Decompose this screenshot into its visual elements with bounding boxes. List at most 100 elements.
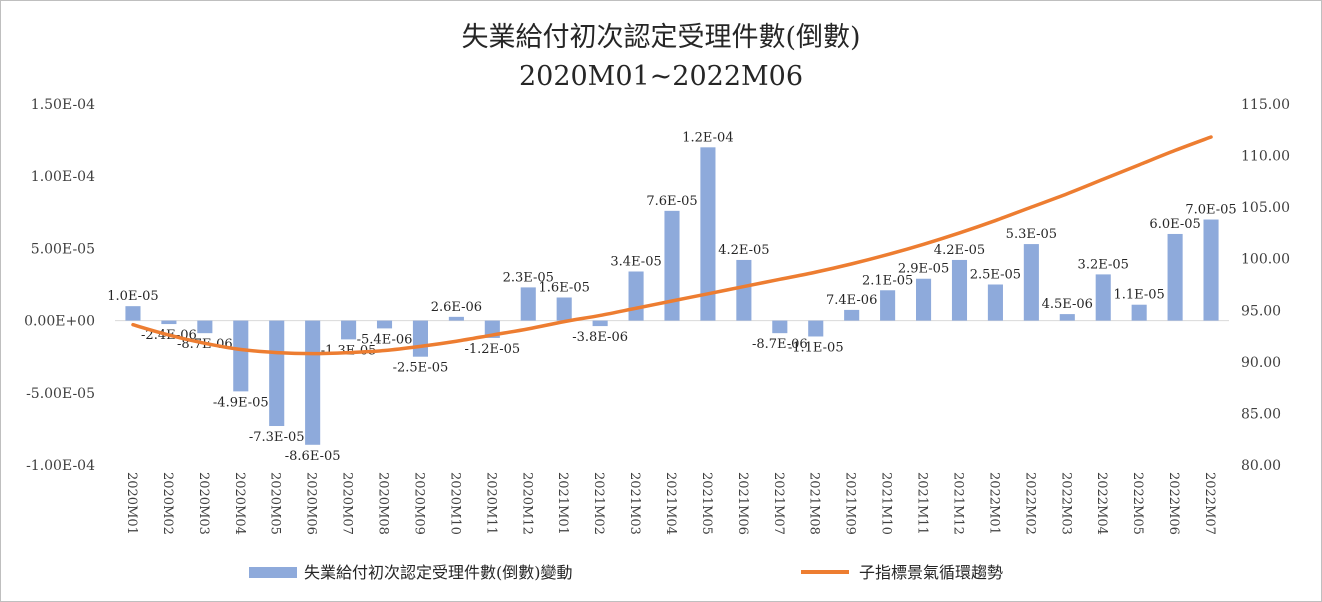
x-tick-label: 2021M03: [627, 472, 642, 535]
bar-data-label: 6.0E-05: [1149, 217, 1200, 232]
bar-data-label: 4.2E-05: [934, 243, 985, 258]
x-tick-label: 2022M01: [986, 472, 1001, 535]
bar: [412, 320, 428, 357]
bar: [520, 287, 536, 321]
bar-data-label: -7.3E-05: [249, 430, 305, 445]
bar-data-label: -4.9E-05: [213, 395, 269, 410]
right-tick-label: 115.00: [1241, 97, 1290, 113]
bar-data-label: 7.0E-05: [1185, 203, 1236, 218]
bar-data-label: -5.4E-06: [357, 332, 413, 347]
x-tick-label: 2020M06: [304, 472, 319, 535]
x-tick-label: 2021M08: [807, 472, 822, 535]
x-tick-label: 2021M05: [699, 472, 714, 535]
bar: [592, 320, 608, 327]
bar-data-label: 2.5E-05: [970, 268, 1021, 283]
right-tick-label: 110.00: [1241, 149, 1290, 165]
x-tick-label: 2021M01: [555, 472, 570, 535]
bar: [628, 271, 644, 321]
bar-data-label: 4.5E-06: [1042, 297, 1093, 312]
x-tick-label: 2022M02: [1022, 472, 1037, 535]
x-tick-label: 2022M05: [1130, 472, 1145, 535]
trend-line: [131, 135, 1213, 356]
right-tick-label: 80.00: [1241, 458, 1281, 474]
bar-data-label: -1.2E-05: [464, 342, 520, 357]
bar: [1131, 304, 1147, 321]
bar: [1167, 233, 1183, 321]
bar: [772, 320, 788, 334]
x-tick-label: 2020M08: [376, 472, 391, 535]
legend: 失業給付初次認定受理件數(倒數)變動 子指標景氣循環趨勢: [249, 563, 1003, 582]
bar-data-label: -2.5E-05: [393, 361, 449, 376]
x-tick-label: 2021M07: [771, 472, 786, 535]
bar-data-label: 2.1E-05: [862, 273, 913, 288]
x-tick-label: 2020M05: [268, 472, 283, 535]
x-tick-label: 2020M03: [196, 472, 211, 535]
x-tick-label: 2021M12: [950, 472, 965, 535]
bar-data-label: 3.4E-05: [610, 255, 661, 270]
right-tick-label: 105.00: [1241, 200, 1290, 216]
x-tick-label: 2020M02: [160, 472, 175, 535]
bar: [125, 306, 141, 321]
bar: [1059, 314, 1075, 321]
x-tick-label: 2020M10: [447, 472, 462, 535]
bar-data-labels: 1.0E-05-2.4E-06-8.7E-06-4.9E-05-7.3E-05-…: [107, 130, 1236, 463]
bar: [161, 320, 177, 325]
left-tick-label: -1.00E-04: [26, 458, 95, 474]
x-tick-label: 2020M11: [483, 472, 498, 535]
bar-data-label: 1.1E-05: [1113, 288, 1164, 303]
right-tick-label: 100.00: [1241, 252, 1290, 268]
left-tick-label: 1.50E-04: [31, 97, 95, 113]
bar: [987, 284, 1003, 321]
bar: [880, 290, 896, 321]
x-tick-label: 2021M06: [735, 472, 750, 535]
bar-data-label: -8.7E-06: [752, 337, 808, 352]
x-tick-label: 2021M04: [663, 472, 678, 535]
legend-line-label: 子指標景氣循環趨勢: [859, 563, 1003, 582]
bar: [951, 259, 968, 321]
right-tick-label: 95.00: [1241, 303, 1281, 319]
bar: [448, 316, 464, 321]
bar-data-label: 7.4E-06: [826, 293, 877, 308]
left-tick-label: 0.00E+00: [24, 314, 95, 330]
bar-data-label: -1.1E-05: [788, 340, 844, 355]
bar-data-label: 1.2E-04: [682, 130, 733, 145]
x-tick-label: 2020M07: [340, 472, 355, 535]
legend-bar-swatch: [249, 567, 297, 578]
x-tick-label: 2022M03: [1058, 472, 1073, 535]
x-tick-label: 2020M09: [411, 472, 426, 535]
left-tick-label: -5.00E-05: [26, 386, 95, 402]
bar-data-label: 3.2E-05: [1078, 257, 1129, 272]
bar: [700, 147, 716, 321]
bar-data-label: 1.0E-05: [107, 289, 158, 304]
bar: [1023, 244, 1039, 321]
bar: [1203, 219, 1219, 321]
bar: [1095, 274, 1111, 321]
bar: [736, 259, 752, 321]
bar-data-label: 1.6E-05: [539, 280, 590, 295]
x-tick-label: 2022M04: [1094, 472, 1109, 535]
left-axis-ticks: -1.00E-04 -5.00E-05 0.00E+00 5.00E-05 1.00E-…: [24, 97, 95, 474]
bar: [556, 297, 572, 321]
bar-data-label: -8.6E-05: [285, 449, 341, 464]
x-tick-label: 2021M02: [591, 472, 606, 535]
bar: [305, 320, 321, 445]
bar: [916, 278, 932, 321]
right-tick-label: 85.00: [1241, 406, 1281, 422]
x-axis-ticks: 2020M01 2020M02 2020M03 2020M04 2020M05 2020M…: [124, 472, 1217, 535]
chart-subtitle: 2020M01~2022M06: [519, 61, 803, 92]
left-tick-label: 1.00E-04: [31, 169, 95, 185]
bar: [376, 320, 393, 329]
x-tick-label: 2020M04: [232, 472, 247, 535]
x-tick-label: 2021M10: [879, 472, 894, 535]
bar-data-label: 2.6E-06: [431, 300, 482, 315]
bar: [664, 210, 680, 321]
x-tick-label: 2020M12: [519, 472, 534, 535]
bar-data-label: 5.3E-05: [1006, 227, 1057, 242]
bar-series: [125, 147, 1219, 445]
bar-data-label: 7.6E-05: [646, 194, 697, 209]
bar: [233, 320, 249, 392]
x-tick-label: 2021M09: [843, 472, 858, 535]
bar: [808, 320, 824, 337]
